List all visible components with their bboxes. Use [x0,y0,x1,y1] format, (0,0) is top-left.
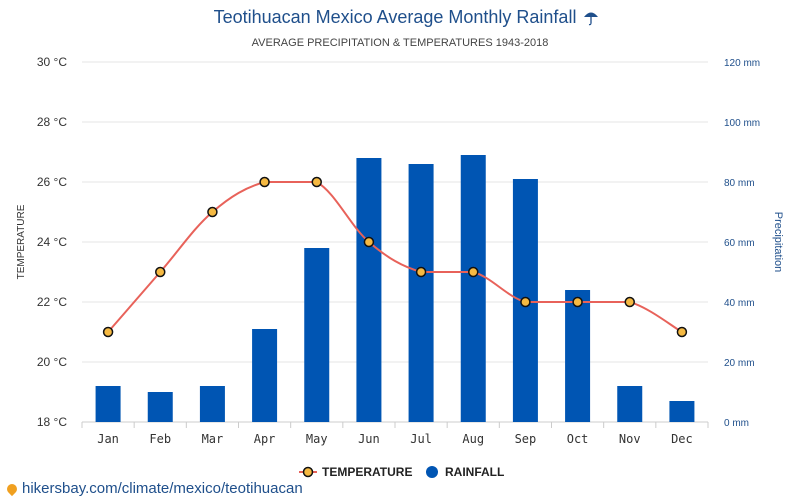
legend: TEMPERATURE RAINFALL [299,465,504,479]
legend-item-rainfall[interactable]: RAINFALL [426,465,504,479]
rainfall-bar[interactable] [199,386,225,422]
rainfall-bar[interactable] [408,164,434,422]
x-tick-label: Jun [358,432,380,446]
left-tick-label: 18 °C [37,415,67,429]
x-tick-label: Nov [619,432,641,446]
right-tick-label: 100 mm [724,118,760,129]
rainfall-bar[interactable] [617,386,643,422]
x-tick-label: Feb [149,432,171,446]
right-tick-label: 0 mm [724,418,749,429]
rainfall-chart: Teotihuacan Mexico Average Monthly Rainf… [16,7,784,479]
x-tick-label: Mar [202,432,224,446]
left-axis-ticks: 18 °C 20 °C 22 °C 24 °C 26 °C 28 °C 30 °C [37,55,67,429]
temperature-point[interactable] [468,266,479,278]
right-tick-label: 20 mm [724,358,755,369]
left-axis-label: TEMPERATURE [16,204,27,279]
x-tick-label: Jul [410,432,432,446]
temperature-point[interactable] [259,176,270,188]
chart-subtitle: AVERAGE PRECIPITATION & TEMPERATURES 194… [252,37,549,49]
umbrella-icon [584,12,598,26]
legend-rainfall-marker [426,466,438,478]
x-tick-label: Aug [462,432,484,446]
right-axis-ticks: 0 mm 20 mm 40 mm 60 mm 80 mm 100 mm 120 mm [724,58,760,429]
temperature-line [107,180,683,333]
left-tick-label: 26 °C [37,175,67,189]
x-tick-label: Dec [671,432,693,446]
left-tick-label: 20 °C [37,355,67,369]
legend-temperature-marker [302,466,314,478]
x-tick-label: Jan [97,432,119,446]
legend-temperature-label: TEMPERATURE [322,465,412,479]
rainfall-bar[interactable] [356,158,382,422]
rainfall-bar[interactable] [252,329,278,422]
right-axis-label: Precipitation [772,212,784,273]
temperature-point[interactable] [363,236,375,248]
left-tick-label: 22 °C [37,295,67,309]
location-pin-icon [4,481,20,496]
rainfall-bar[interactable] [669,401,695,422]
chart-title: Teotihuacan Mexico Average Monthly Rainf… [214,7,577,27]
right-tick-label: 40 mm [724,298,755,309]
legend-item-temperature[interactable]: TEMPERATURE [299,465,412,479]
x-tick-label: May [306,432,328,446]
legend-rainfall-label: RAINFALL [445,465,504,479]
x-tick-label: Oct [567,432,589,446]
temperature-line-layer [102,176,688,338]
right-tick-label: 120 mm [724,58,760,69]
temperature-point[interactable] [311,176,322,188]
rainfall-bars [95,155,695,422]
x-axis-ticks: Jan Feb Mar Apr May Jun Jul Aug Sep Oct Nov Dec [81,422,709,446]
left-tick-label: 24 °C [37,235,67,249]
temperature-point[interactable] [572,296,583,308]
temperature-point[interactable] [102,326,114,338]
temperature-point[interactable] [520,296,531,308]
rainfall-bar[interactable] [147,392,173,422]
source-link-text: hikersbay.com/climate/mexico/teotihuacan [22,480,303,497]
rainfall-bar[interactable] [460,155,486,422]
left-tick-label: 30 °C [37,55,67,69]
rainfall-bar[interactable] [565,290,591,422]
left-tick-label: 28 °C [37,115,67,129]
temperature-point[interactable] [624,296,635,308]
rainfall-bar[interactable] [95,386,121,422]
x-tick-label: Sep [515,432,537,446]
temperature-point[interactable] [676,326,688,338]
temperature-point[interactable] [207,206,218,218]
right-tick-label: 80 mm [724,178,755,189]
rainfall-bar[interactable] [304,248,330,422]
temperature-point[interactable] [155,266,166,278]
grid-lines [82,61,708,423]
temperature-point[interactable] [415,266,427,278]
source-link[interactable]: hikersbay.com/climate/mexico/teotihuacan [4,480,303,497]
x-tick-label: Apr [254,432,276,446]
right-tick-label: 60 mm [724,238,755,249]
